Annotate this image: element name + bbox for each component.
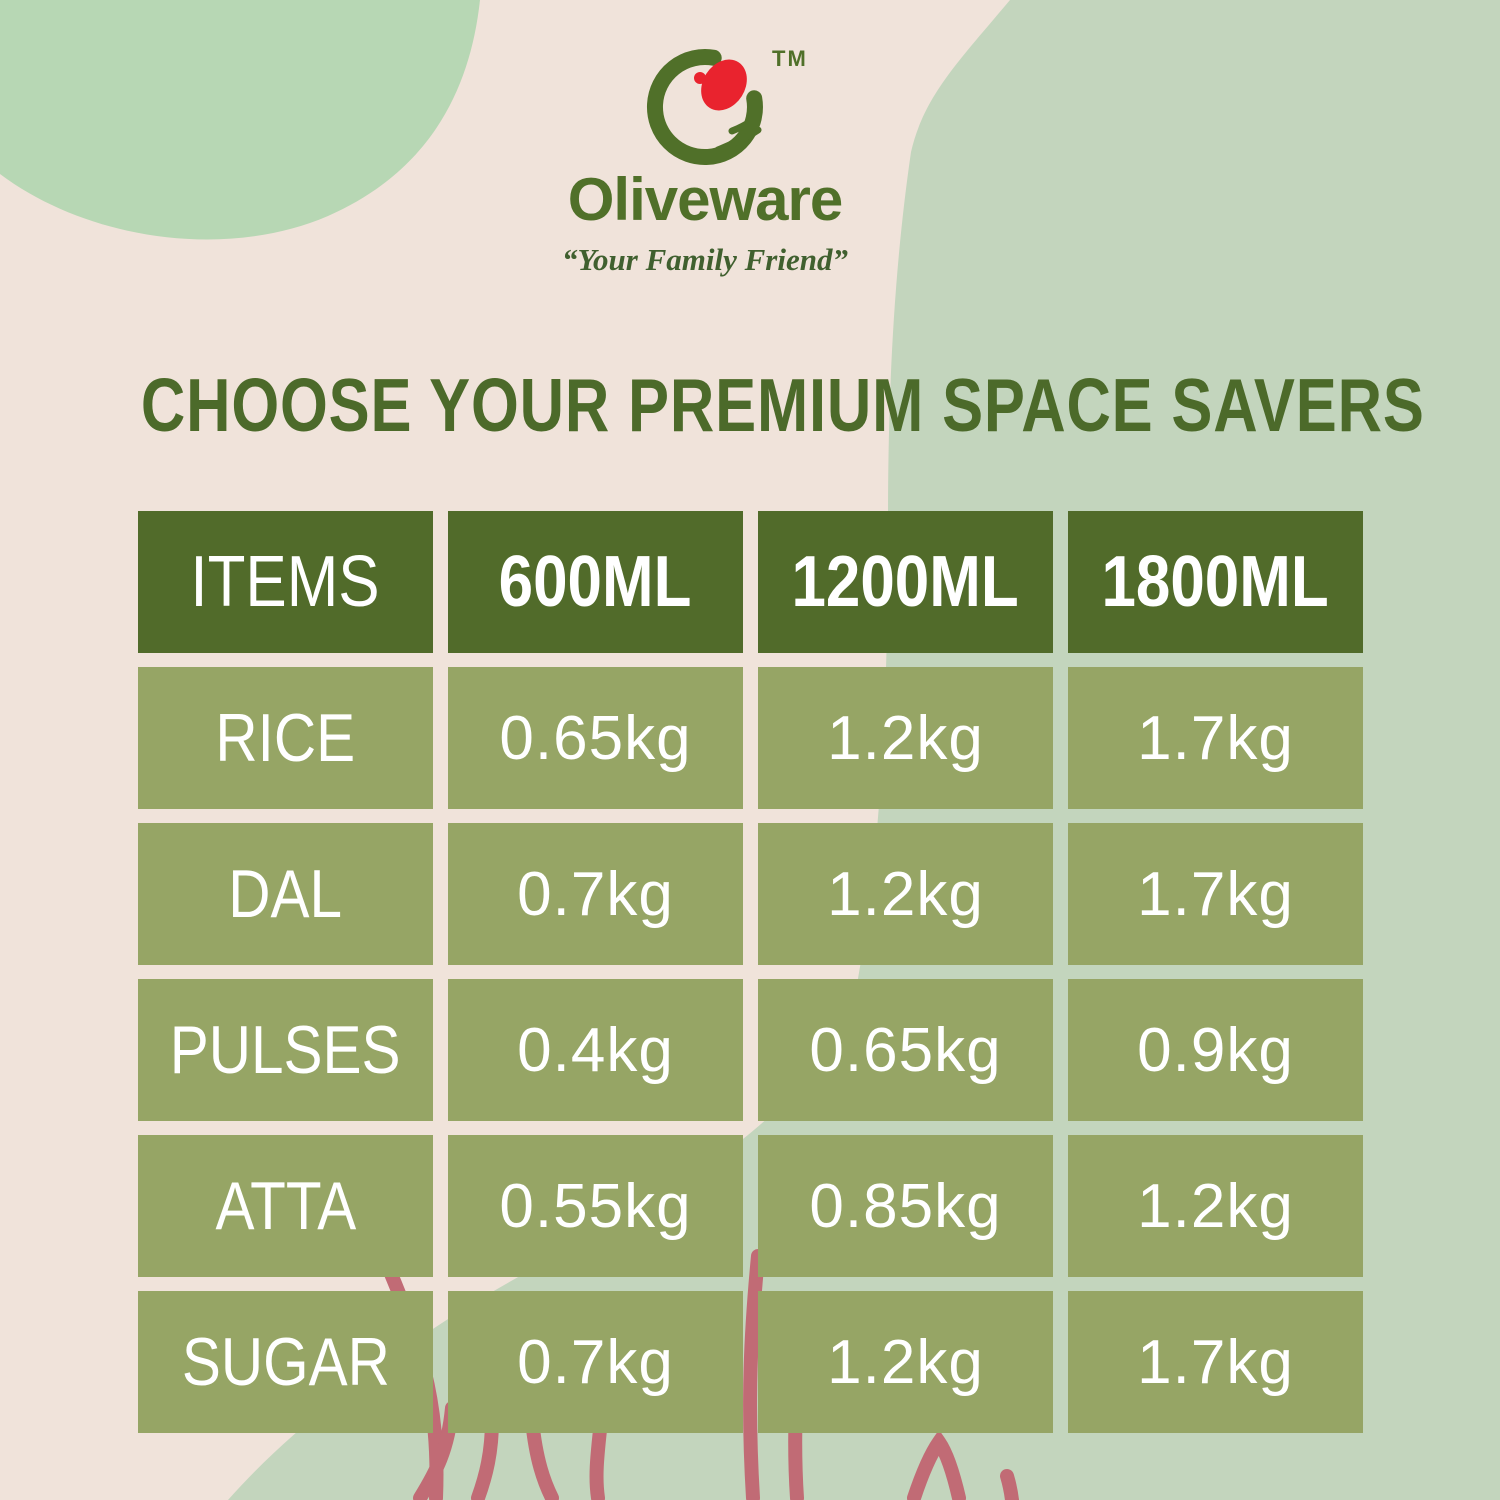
- value-sugar-1200ml: 1.2kg: [758, 1291, 1053, 1433]
- value-atta-1800ml: 1.2kg: [1068, 1135, 1363, 1277]
- value-dal-1200ml: 1.2kg: [758, 823, 1053, 965]
- value-pulses-1200ml: 0.65kg: [758, 979, 1053, 1121]
- value-dal-600ml: 0.7kg: [448, 823, 743, 965]
- row-label-pulses: PULSES: [138, 979, 433, 1121]
- value-atta-1200ml: 0.85kg: [758, 1135, 1053, 1277]
- value-rice-600ml: 0.65kg: [448, 667, 743, 809]
- brand-name: Oliveware: [567, 166, 844, 233]
- header-cell-600ml: 600ML: [448, 511, 743, 653]
- value-dal-1800ml: 1.7kg: [1068, 823, 1363, 965]
- olive-logo-icon: TM: [550, 38, 860, 166]
- page-title: CHOOSE YOUR PREMIUM SPACE SAVERS: [140, 363, 1425, 447]
- row-label-dal: DAL: [138, 823, 433, 965]
- value-atta-600ml: 0.55kg: [448, 1135, 743, 1277]
- brand-logo: TM Oliveware “Your Family Friend”: [550, 38, 860, 278]
- header-cell-1200ml: 1200ML: [758, 511, 1053, 653]
- value-sugar-600ml: 0.7kg: [448, 1291, 743, 1433]
- value-pulses-1800ml: 0.9kg: [1068, 979, 1363, 1121]
- brand-tagline: “Your Family Friend”: [562, 242, 848, 277]
- trademark-symbol: TM: [772, 46, 808, 71]
- row-label-atta: ATTA: [138, 1135, 433, 1277]
- row-label-sugar: SUGAR: [138, 1291, 433, 1433]
- header-cell-items: ITEMS: [138, 511, 433, 653]
- value-sugar-1800ml: 1.7kg: [1068, 1291, 1363, 1433]
- row-label-rice: RICE: [138, 667, 433, 809]
- value-pulses-600ml: 0.4kg: [448, 979, 743, 1121]
- value-rice-1200ml: 1.2kg: [758, 667, 1053, 809]
- value-rice-1800ml: 1.7kg: [1068, 667, 1363, 809]
- header-cell-1800ml: 1800ML: [1068, 511, 1363, 653]
- capacity-table: ITEMS 600ML 1200ML 1800ML RICE 0.65kg 1.…: [138, 511, 1363, 1433]
- green-blob-right: [228, 0, 1500, 1500]
- green-blob-top-left: [0, 0, 480, 240]
